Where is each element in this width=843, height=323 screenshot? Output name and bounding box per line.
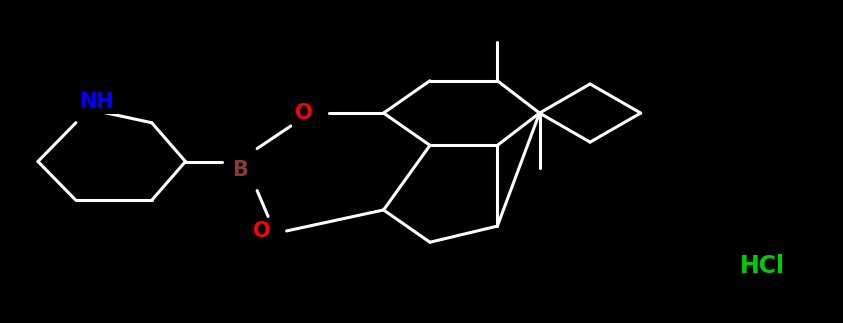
Text: HCl: HCl xyxy=(740,255,786,278)
Text: O: O xyxy=(295,103,312,123)
Text: O: O xyxy=(253,221,270,241)
Text: NH: NH xyxy=(79,92,115,112)
Text: B: B xyxy=(233,160,248,180)
